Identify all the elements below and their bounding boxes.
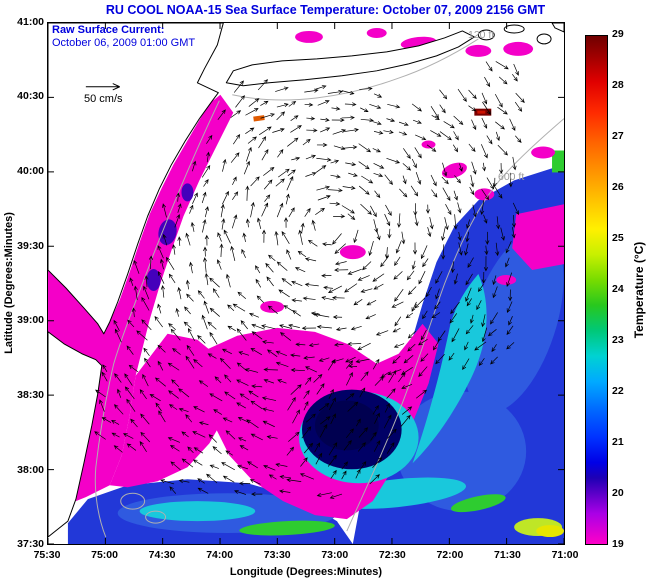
colorbar-tick-label: 22 [612,385,624,397]
colorbar-tick-label: 27 [612,130,624,142]
y-axis-label: Latitude (Degrees:Minutes) [3,212,15,354]
x-tick-label: 73:30 [263,549,291,561]
colorbar-tick-label: 29 [612,28,624,40]
colorbar [585,35,608,545]
y-tick-label: 39:00 [17,314,44,327]
scale-arrow [85,83,120,91]
x-tick-label: 71:00 [551,549,579,561]
colorbar-tick-label: 21 [612,436,624,448]
colorbar-tick-label: 28 [612,79,624,91]
current-vectors [94,61,525,499]
x-tick-label: 73:00 [321,549,349,561]
x-tick-label: 71:30 [494,549,521,561]
colorbar-tick-label: 19 [612,538,624,550]
y-tick-label: 39:30 [17,239,44,252]
figure-title: RU COOL NOAA-15 Sea Surface Temperature:… [105,3,546,17]
depth-label-120ft: 120 ft [468,29,495,41]
y-tick-label: 38:30 [17,389,44,402]
axis-ticks [48,23,564,544]
colorbar-tick-label: 20 [612,487,624,499]
x-axis-label: Longitude (Degrees:Minutes) [229,566,383,578]
map-svg [48,23,564,544]
current-scale-label: 50 cm/s [84,93,123,105]
x-tick-label: 74:00 [206,549,234,561]
plot-area: Raw Surface Current: October 06, 2009 01… [47,22,565,545]
colorbar-tick-label: 26 [612,181,624,193]
colorbar-tick-label: 24 [612,283,624,295]
x-tick-label: 74:30 [148,549,176,561]
x-tick-label: 72:30 [378,549,406,561]
colorbar-tick-label: 25 [612,232,624,244]
y-tick-label: 40:00 [17,164,44,177]
depth-label-600ft: 600 ft [498,171,525,183]
y-tick-label: 38:00 [17,463,44,476]
current-legend-time: October 06, 2009 01:00 GMT [52,37,196,49]
x-tick-label: 75:30 [33,549,61,561]
land-masses [48,23,564,538]
y-tick-label: 41:00 [17,15,44,28]
colorbar-tick-label: 23 [612,334,624,346]
y-tick-label: 37:30 [17,538,44,551]
x-tick-label: 72:00 [436,549,464,561]
y-tick-label: 40:30 [17,90,44,103]
x-tick-label: 75:00 [91,549,118,561]
current-legend-title: Raw Surface Current: [52,24,165,36]
